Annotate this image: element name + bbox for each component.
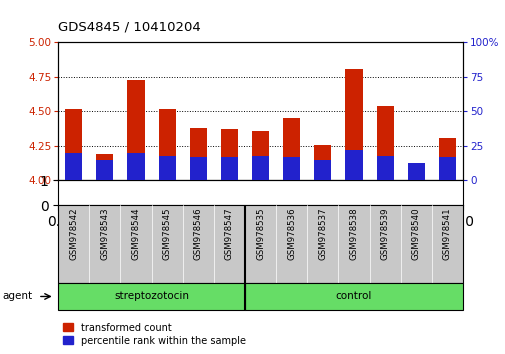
Bar: [244, 283, 462, 310]
Text: GSM978546: GSM978546: [193, 208, 203, 260]
Text: GSM978544: GSM978544: [131, 208, 140, 260]
Bar: [221, 130, 237, 181]
Legend: transformed count, percentile rank within the sample: transformed count, percentile rank withi…: [63, 323, 245, 346]
Text: GDS4845 / 10410204: GDS4845 / 10410204: [58, 21, 200, 34]
Bar: [376, 156, 393, 181]
Bar: [407, 164, 424, 181]
Text: streptozotocin: streptozotocin: [114, 291, 189, 302]
Text: control: control: [335, 291, 372, 302]
Text: GSM978540: GSM978540: [411, 208, 420, 260]
Text: GSM978541: GSM978541: [442, 208, 451, 260]
Bar: [96, 154, 113, 181]
Bar: [65, 153, 82, 181]
Bar: [438, 138, 455, 181]
Bar: [96, 160, 113, 181]
Bar: [189, 128, 207, 181]
Text: GSM978547: GSM978547: [225, 208, 233, 260]
Text: GSM978542: GSM978542: [69, 208, 78, 260]
Text: GSM978536: GSM978536: [287, 208, 295, 260]
Bar: [283, 118, 299, 181]
Bar: [158, 156, 175, 181]
Bar: [438, 157, 455, 181]
Bar: [189, 157, 207, 181]
Bar: [251, 156, 269, 181]
Bar: [345, 69, 362, 181]
Bar: [127, 153, 144, 181]
Bar: [376, 106, 393, 181]
Text: GSM978535: GSM978535: [256, 208, 265, 260]
Bar: [221, 157, 237, 181]
Text: GSM978539: GSM978539: [380, 208, 389, 260]
Bar: [314, 144, 331, 181]
Bar: [158, 109, 175, 181]
Bar: [251, 131, 269, 181]
Text: GSM978538: GSM978538: [349, 208, 358, 260]
Text: GSM978545: GSM978545: [162, 208, 171, 260]
Bar: [127, 80, 144, 181]
Bar: [314, 160, 331, 181]
Text: GSM978543: GSM978543: [100, 208, 109, 260]
Bar: [283, 157, 299, 181]
Bar: [58, 283, 244, 310]
Bar: [65, 109, 82, 181]
Text: GSM978537: GSM978537: [318, 208, 327, 260]
Bar: [345, 150, 362, 181]
Bar: [407, 162, 424, 181]
Text: agent: agent: [3, 291, 33, 302]
